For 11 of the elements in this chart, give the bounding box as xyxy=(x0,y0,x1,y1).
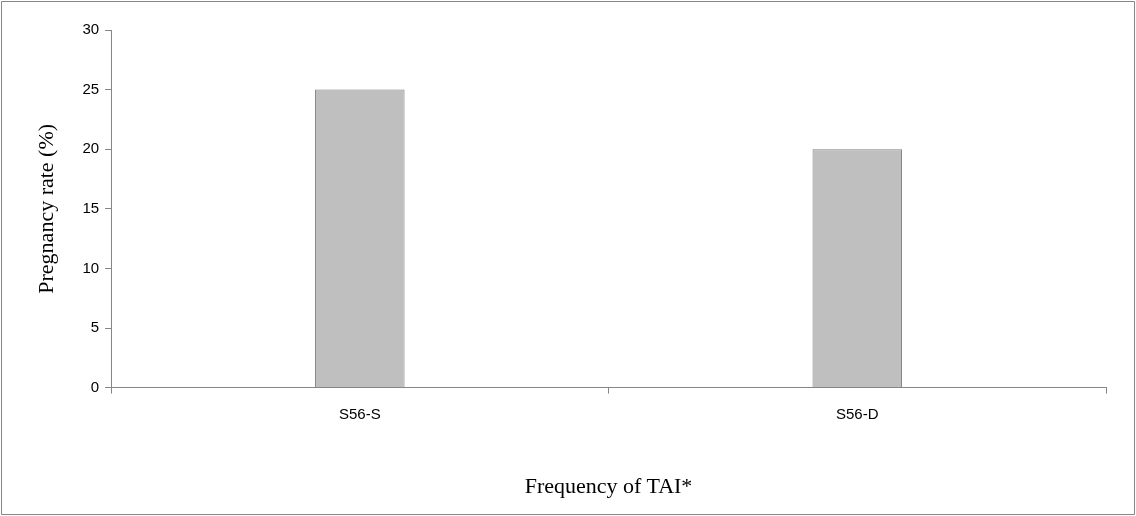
x-tick-label: S56-S xyxy=(338,404,381,422)
x-axis-title: Frequency of TAI* xyxy=(524,472,693,498)
y-tick-label: 0 xyxy=(90,377,100,395)
y-tick-label: 10 xyxy=(82,258,100,276)
y-tick-label: 20 xyxy=(82,139,100,157)
y-tick-label: 5 xyxy=(90,318,100,336)
y-axis-title: Pregnancy rate (%) xyxy=(32,123,58,294)
y-tick-label: 30 xyxy=(82,20,100,38)
x-tick-label: S56-D xyxy=(836,404,879,422)
y-tick-label: 15 xyxy=(82,198,100,216)
y-tick-label: 25 xyxy=(82,79,100,97)
